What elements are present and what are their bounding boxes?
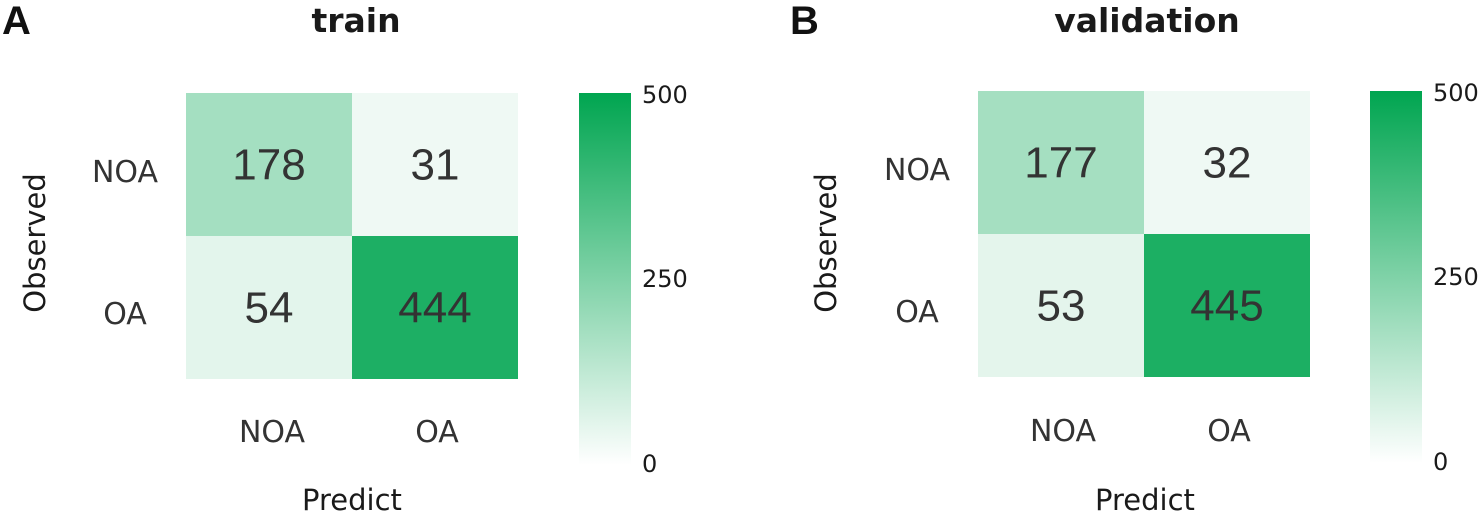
heatmap-cell-b-0-0	[978, 91, 1144, 234]
y-tick-label-a-0: NOA	[92, 155, 159, 190]
chart-title-validation: validation	[1054, 1, 1240, 40]
x-tick-label-a-1: OA	[415, 415, 459, 450]
heatmap-cell-a-1-0	[186, 236, 352, 379]
y-axis-label-a: Observed	[18, 173, 52, 313]
y-tick-label-b-1: OA	[895, 295, 939, 330]
cell-value-a-1-0: 54	[245, 284, 294, 333]
colorbar-tick-a-mid: 250	[642, 265, 688, 293]
heatmap-cell-b-1-0	[978, 234, 1144, 377]
panel-letter-a: A	[2, 0, 31, 43]
y-axis-label-b: Observed	[809, 173, 843, 313]
heatmap-cells-b: 177 32 53 445	[978, 91, 1310, 377]
x-tick-label-a-0: NOA	[239, 415, 306, 450]
panel-a: A train Observed Predict NOA OA NOA OA 1…	[2, 0, 688, 517]
cell-value-a-0-0: 178	[232, 141, 305, 190]
x-axis-label-b: Predict	[1095, 483, 1195, 517]
colorbar-b	[1370, 91, 1422, 463]
heatmap-cells-a: 178 31 54 444	[186, 93, 518, 379]
panel-letter-b: B	[790, 0, 819, 43]
heatmap-cell-a-0-0	[186, 93, 352, 236]
heatmap-cell-a-1-1	[352, 236, 518, 379]
cell-value-b-1-0: 53	[1037, 282, 1086, 331]
colorbar-tick-a-min: 0	[642, 450, 657, 478]
colorbar-tick-a-max: 500	[642, 81, 688, 109]
cell-value-b-0-0: 177	[1024, 139, 1097, 188]
y-tick-label-b-0: NOA	[884, 153, 951, 188]
cell-value-a-0-1: 31	[411, 141, 460, 190]
x-tick-label-b-0: NOA	[1030, 414, 1097, 449]
x-tick-label-b-1: OA	[1207, 414, 1251, 449]
colorbar-tick-b-min: 0	[1433, 448, 1448, 476]
panel-b: B validation Observed Predict NOA OA NOA…	[790, 0, 1479, 517]
heatmap-cell-b-0-1	[1144, 91, 1310, 234]
cell-value-a-1-1: 444	[398, 284, 471, 333]
y-tick-label-a-1: OA	[103, 297, 147, 332]
cell-value-b-1-1: 445	[1190, 282, 1263, 331]
chart-title-train: train	[311, 1, 400, 40]
colorbar-tick-b-max: 500	[1433, 79, 1479, 107]
colorbar-a	[579, 93, 631, 465]
colorbar-tick-b-mid: 250	[1433, 263, 1479, 291]
cell-value-b-0-1: 32	[1203, 139, 1252, 188]
heatmap-cell-b-1-1	[1144, 234, 1310, 377]
x-axis-label-a: Predict	[302, 483, 402, 517]
heatmap-cell-a-0-1	[352, 93, 518, 236]
